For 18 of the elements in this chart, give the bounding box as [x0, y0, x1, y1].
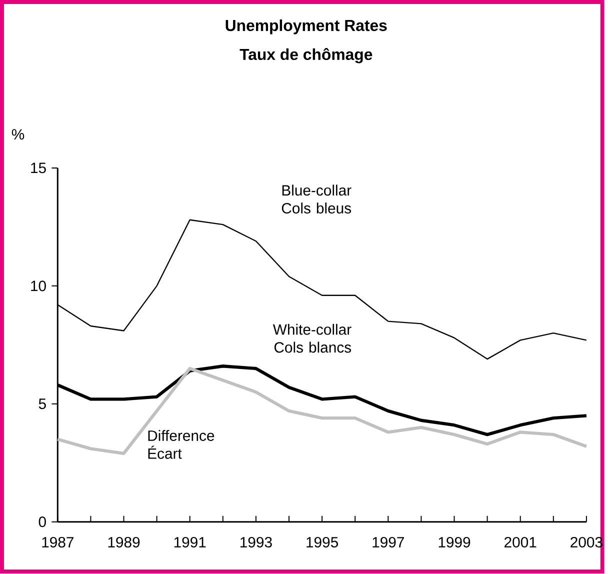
y-tick-label: 5 [38, 398, 46, 410]
x-tick-label: 2001 [504, 537, 536, 548]
x-tick-label: 1999 [438, 537, 470, 548]
y-tick-label: 0 [38, 516, 46, 528]
chart-subtitle: Taux de chômage [240, 48, 372, 64]
x-tick-label: 1993 [240, 537, 272, 548]
x-tick-label: 1989 [108, 537, 140, 548]
series-label: Difference Écart [148, 430, 214, 460]
text: Blue-collar Cols bleus [282, 184, 352, 214]
x-tick-label: 1987 [42, 537, 74, 548]
chart-title: Unemployment Rates [226, 20, 387, 34]
x-tick-label: 1991 [174, 537, 206, 548]
y-tick-label: 15 [31, 163, 46, 174]
x-tick-label: 1997 [372, 537, 404, 548]
series-label: White-collar Cols blancs [272, 324, 352, 353]
y-axis-title: % [12, 129, 24, 140]
x-tick-label: 1995 [306, 537, 338, 548]
y-tick-label: 10 [31, 280, 46, 292]
